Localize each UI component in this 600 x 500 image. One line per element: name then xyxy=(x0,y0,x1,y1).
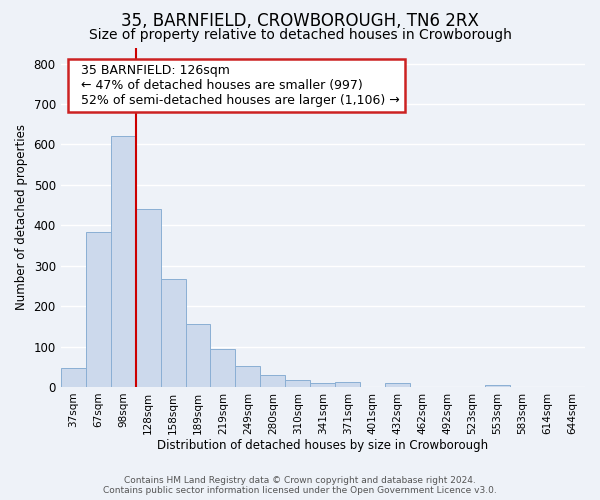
Bar xyxy=(185,324,211,387)
Bar xyxy=(310,383,335,387)
X-axis label: Distribution of detached houses by size in Crowborough: Distribution of detached houses by size … xyxy=(157,440,488,452)
Bar xyxy=(485,385,510,387)
Bar xyxy=(260,375,286,387)
Bar xyxy=(61,368,86,387)
Bar xyxy=(161,280,185,387)
Text: Contains HM Land Registry data © Crown copyright and database right 2024.: Contains HM Land Registry data © Crown c… xyxy=(124,476,476,485)
Text: Size of property relative to detached houses in Crowborough: Size of property relative to detached ho… xyxy=(89,28,511,42)
Bar xyxy=(136,209,161,387)
Bar xyxy=(385,383,410,387)
Bar xyxy=(86,232,110,387)
Text: 35, BARNFIELD, CROWBOROUGH, TN6 2RX: 35, BARNFIELD, CROWBOROUGH, TN6 2RX xyxy=(121,12,479,30)
Text: 35 BARNFIELD: 126sqm
  ← 47% of detached houses are smaller (997)
  52% of semi-: 35 BARNFIELD: 126sqm ← 47% of detached h… xyxy=(73,64,400,106)
Bar xyxy=(211,348,235,387)
Text: Contains public sector information licensed under the Open Government Licence v3: Contains public sector information licen… xyxy=(103,486,497,495)
Y-axis label: Number of detached properties: Number of detached properties xyxy=(15,124,28,310)
Bar xyxy=(335,382,360,387)
Bar xyxy=(286,380,310,387)
Bar xyxy=(235,366,260,387)
Bar xyxy=(110,136,136,387)
